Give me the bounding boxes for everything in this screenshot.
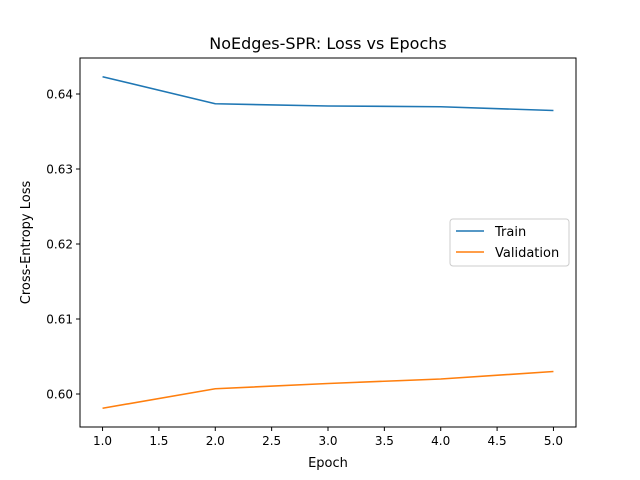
legend: Train Validation: [449, 218, 570, 267]
y-tick-label: 0.62: [46, 238, 73, 252]
x-tick-label: 5.0: [544, 434, 563, 448]
x-tick-label: 3.0: [318, 434, 337, 448]
series-line-validation: [102, 370, 554, 410]
chart-title: NoEdges-SPR: Loss vs Epochs: [209, 34, 446, 53]
x-tick-label: 4.0: [431, 434, 450, 448]
x-tick-label: 2.5: [262, 434, 281, 448]
x-axis: 1.0 1.5 2.0 2.5 3.0 3.5 4.0 4.5 5.0: [93, 427, 563, 448]
x-axis-label: Epoch: [308, 456, 348, 471]
series-line-train: [102, 75, 554, 112]
y-axis-label: Cross-Entropy Loss: [19, 181, 34, 305]
legend-label-train: Train: [494, 225, 526, 240]
x-tick-label: 4.5: [488, 434, 507, 448]
y-tick-label: 0.61: [46, 313, 73, 327]
x-tick-label: 1.0: [93, 434, 112, 448]
y-tick-label: 0.64: [46, 88, 73, 102]
x-tick-label: 3.5: [375, 434, 394, 448]
y-axis: 0.60 0.61 0.62 0.63 0.64: [46, 88, 80, 402]
y-tick-label: 0.60: [46, 388, 73, 402]
y-tick-label: 0.63: [46, 163, 73, 177]
x-tick-label: 2.0: [206, 434, 225, 448]
legend-label-validation: Validation: [495, 246, 559, 261]
x-tick-label: 1.5: [149, 434, 168, 448]
series-layer: [102, 75, 554, 410]
